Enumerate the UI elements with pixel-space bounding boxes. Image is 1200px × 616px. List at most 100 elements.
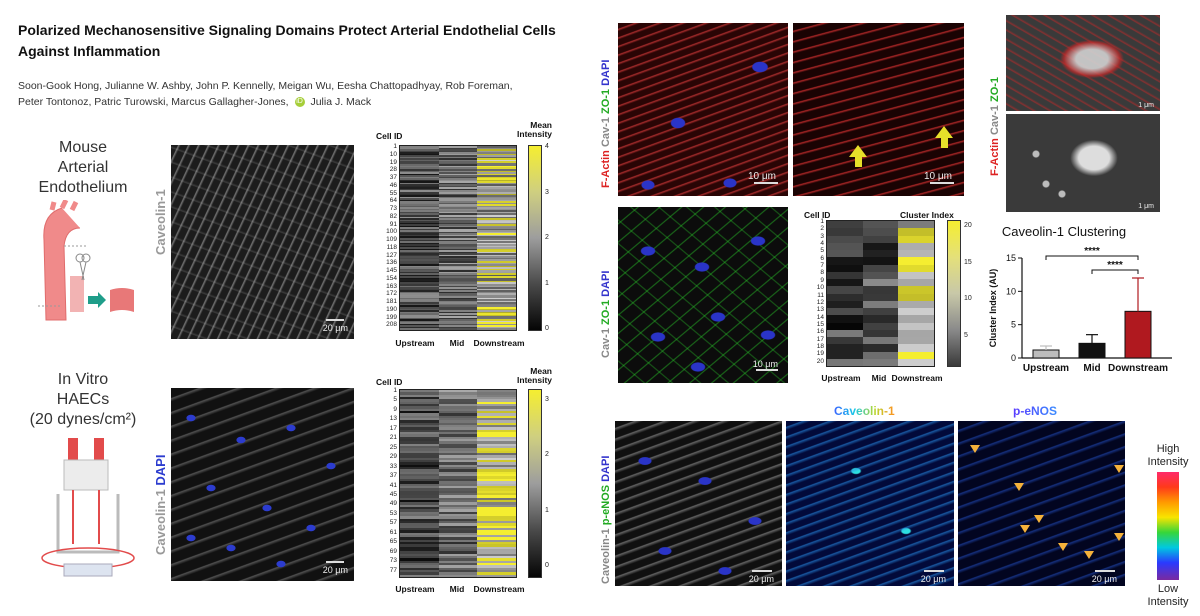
heatmap-cell [477,485,516,489]
heatmap-row [400,432,516,435]
heatmap-cell [477,446,516,449]
heatmap-cell [400,219,440,222]
row-tick-label: 29 [389,453,397,461]
heatmap-cell [400,539,440,543]
row-tick-label: 10 [816,284,824,292]
heatmap-cell [438,277,478,280]
heatmap-row [400,319,516,322]
heatmap-row [400,518,516,522]
arrow-stem [941,138,948,148]
scale-bar-label: 10 μm [748,171,776,182]
heatmap-row [400,488,516,491]
heatmap-cell [477,236,516,239]
heatmap-cell [438,274,478,277]
heatmap-cell [477,221,516,224]
heatmap-cell [862,257,899,265]
heatmap-cell [438,311,478,314]
heatmap-cell [438,173,478,176]
heatmap-cell [477,516,516,520]
heatmap-row [400,267,516,270]
row-tick-label: 1 [820,218,824,225]
scale-bar [326,319,344,321]
heatmap-row [400,509,516,513]
heatmap-cluster [826,220,935,367]
heatmap-row [827,329,934,338]
heatmap-row [400,523,516,527]
heatmap-cell [477,504,516,508]
row-tick-label: 100 [386,228,397,236]
heatmap-cell [400,328,440,330]
heatmap-row [827,257,934,265]
colorbar-tick-label: 1 [545,279,549,287]
heatmap-cell [438,204,478,207]
heatmap-row [400,462,516,466]
heatmap-row [400,268,516,271]
heatmap-cell [898,271,934,280]
heat-top-col-downstream: Downstream [473,338,525,348]
heatmap-cell [477,562,516,566]
heatmap-cell [400,218,440,221]
caveolin-penos-dapi-label: Caveolin-1 p-eNOS DAPI [600,456,612,584]
bar [1124,310,1152,359]
heatmap-cell [400,164,440,167]
row-tick-label: 163 [386,282,397,290]
arrowhead-icon [1114,533,1124,541]
heatmap-cell [438,317,478,320]
heatmap-row [400,474,516,477]
heatmap-cell [400,432,440,435]
heatmap-row [400,297,516,300]
factin-text: F-Actin [600,150,612,188]
heatmap-cell [438,230,478,233]
heatmap-cell [400,155,440,158]
arrowhead-icon [1114,465,1124,473]
heatmap-cell [477,314,516,317]
factin-cav-zo-side-label: F-Actin Cav-1 ZO-1 [989,77,1001,176]
heatmap-row [400,476,516,480]
heatmap-row [827,322,934,331]
heatmap-cell [438,218,478,221]
heatmap-cell [400,401,440,405]
arrow-stem [855,157,862,167]
heatmap-cell [477,323,516,326]
heatmap-cell [400,390,440,393]
heatmap-cell [827,279,864,287]
orcid-icon[interactable]: iD [294,97,305,108]
invitro-section-label: In Vitro HAECs (20 dynes/cm²) [20,370,146,430]
heatmap-cell [862,344,899,352]
heatmap-row [400,548,516,552]
heatmap-row [400,300,516,303]
heatmap-cell [400,464,440,468]
row-tick-label: 11 [817,291,824,299]
heatmap-cell [438,499,478,503]
heatmap-cell [438,169,478,172]
heatmap-row [400,497,516,501]
arrow-up-icon [849,145,867,157]
heatmap-cell [400,192,440,195]
heatmap-cell [438,553,478,557]
heatmap-cell [477,192,516,195]
heatmap-cell [477,469,516,473]
heatmap-cell [400,476,440,480]
heatmap-cell [438,504,478,508]
heatmap-cell [400,264,440,267]
row-tick-label: 20 [816,357,824,365]
heatmap-cell [438,307,478,310]
heatmap-cell [438,457,478,461]
heatmap-cell [477,149,516,152]
heatmap-cell [438,565,478,569]
heatmap-cell [438,219,478,222]
heatmap-cell [477,499,516,503]
heatmap-cell [438,244,478,247]
zo-text: ZO-1 [600,299,612,325]
heatmap-row [400,241,516,244]
heatmap-cell [400,282,440,285]
heatmap-row [400,265,516,268]
factin-cav-zo-dapi-label: F-Actin Cav-1 ZO-1 DAPI [600,60,612,188]
heatmap-row [400,446,516,449]
heatmap-cell [400,262,440,265]
heatmap-cell [438,147,478,150]
caveolin-channel-title: Caveolin-1 [834,404,895,418]
heatmap-cell [827,329,864,338]
heatmap-row [400,271,516,274]
heatmap-cell [477,296,516,299]
